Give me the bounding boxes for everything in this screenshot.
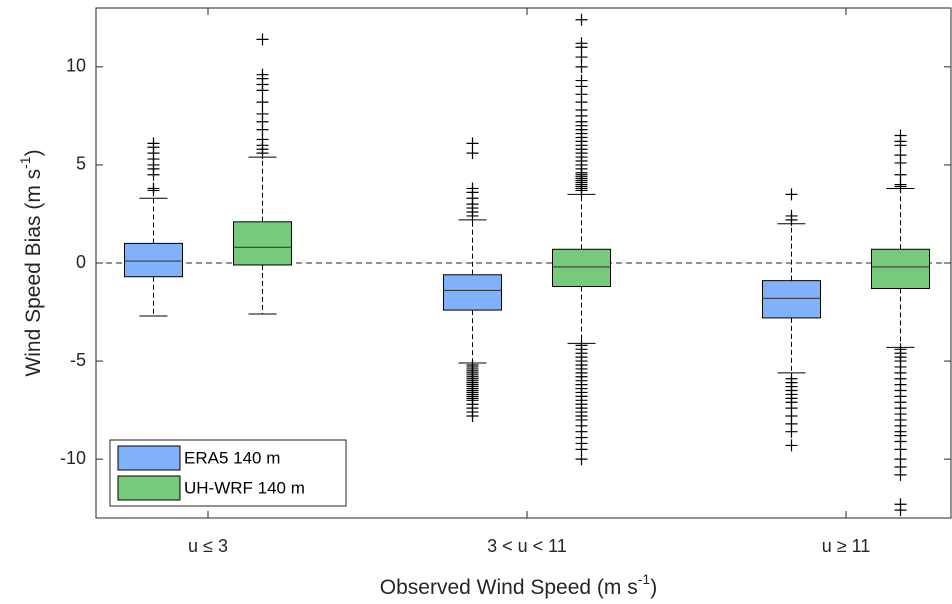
box [233, 221, 292, 266]
outlier [894, 168, 907, 181]
ylabel-label-end: ) [22, 149, 45, 156]
outlier [256, 68, 269, 81]
x-tick-label: 3 < u < 11 [487, 536, 567, 556]
y-tick-label: 5 [76, 154, 86, 174]
xlabel-label-sup: -1 [638, 571, 651, 587]
y-tick-label: -5 [70, 350, 86, 370]
xlabel-label: Observed Wind Speed (m s-1) [380, 571, 657, 599]
outlier [575, 453, 588, 466]
legend-label: UH-WRF 140 m [184, 478, 305, 497]
box-group [443, 137, 502, 422]
outlier [147, 182, 160, 195]
box-group [233, 33, 292, 315]
outlier [256, 96, 269, 109]
box [552, 248, 611, 288]
legend-swatch [117, 475, 181, 501]
outlier [575, 13, 588, 26]
outlier [785, 425, 798, 438]
outlier [466, 410, 479, 422]
outlier [894, 468, 907, 481]
x-tick-label: u ≤ 3 [188, 536, 228, 556]
y-tick-label: 10 [66, 56, 86, 76]
outlier [256, 107, 269, 120]
outlier [147, 137, 160, 150]
y-tick-label: 0 [76, 252, 86, 272]
outlier [785, 209, 798, 222]
box-group [124, 137, 183, 317]
ylabel-label: Wind Speed Bias (m s-1) [17, 149, 45, 376]
box [124, 242, 183, 278]
outlier [466, 182, 479, 195]
outlier [785, 188, 798, 201]
box-group [762, 188, 821, 452]
outlier [256, 33, 269, 46]
xlabel-label-end: ) [650, 576, 657, 599]
legend-swatch [117, 445, 181, 471]
ylabel-label-sup: -1 [17, 156, 33, 169]
xlabel-label-text: Observed Wind Speed (m s [380, 576, 638, 599]
box [762, 280, 821, 319]
box-group [552, 13, 611, 466]
y-tick-label: -10 [60, 448, 86, 468]
outlier [575, 74, 588, 87]
outlier [466, 137, 479, 150]
outlier [575, 37, 588, 50]
outlier [894, 504, 907, 517]
box-group [871, 129, 930, 517]
ylabel-label-text: Wind Speed Bias (m s [22, 169, 45, 377]
outlier [894, 129, 907, 142]
outlier [785, 439, 798, 452]
legend-label: ERA5 140 m [184, 448, 280, 467]
box [871, 248, 930, 289]
plot-frame [95, 7, 952, 519]
box [443, 274, 502, 311]
x-tick-label: u ≥ 11 [822, 536, 871, 556]
